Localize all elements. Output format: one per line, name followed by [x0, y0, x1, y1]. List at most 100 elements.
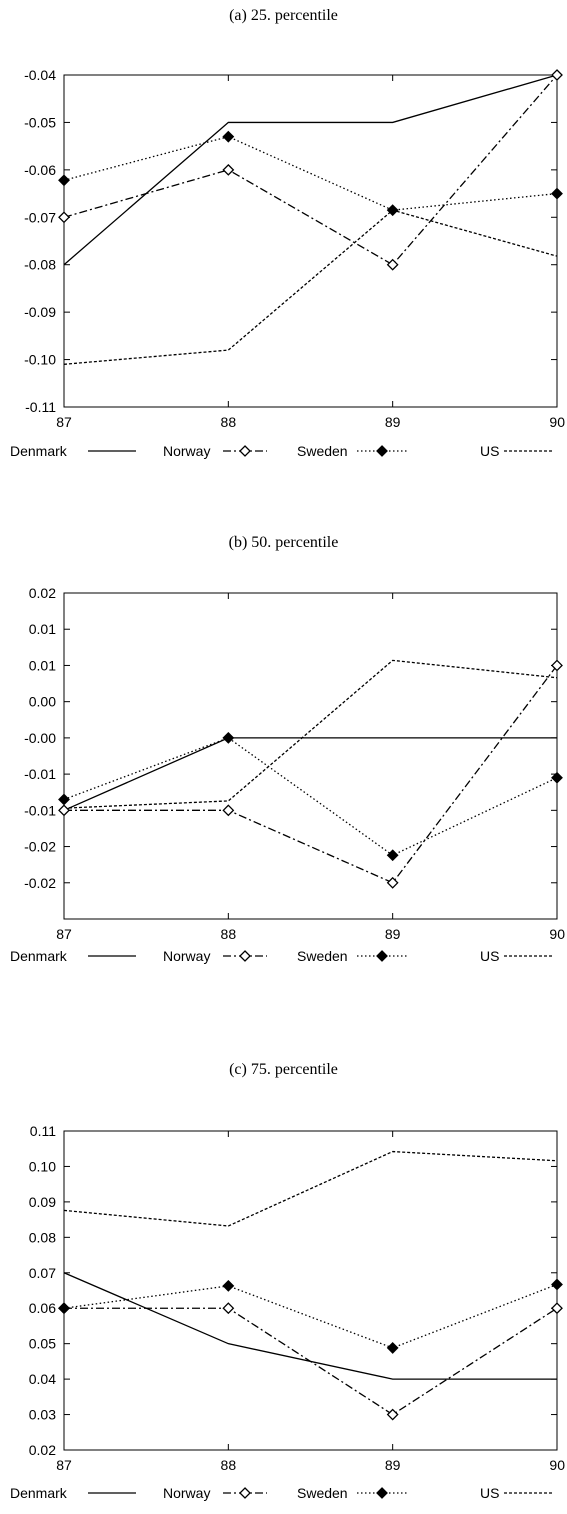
series-line-norway — [64, 665, 558, 884]
legend-label-us: US — [480, 948, 499, 964]
y-tick-label: 0.04 — [29, 1371, 56, 1387]
point-sweden — [222, 130, 235, 143]
y-tick-label: -0.05 — [24, 114, 56, 130]
legend-label-denmark: Denmark — [10, 1485, 68, 1501]
y-tick-label: 0.11 — [30, 1123, 56, 1139]
legend-marker-sweden — [376, 950, 388, 962]
point-sweden — [58, 1302, 70, 1315]
x-tick-label: 89 — [385, 1457, 401, 1473]
point-sweden — [222, 1279, 235, 1292]
x-tick-label: 90 — [549, 926, 565, 942]
x-tick-label: 90 — [549, 414, 565, 430]
y-tick-label: 0.02 — [29, 1442, 56, 1458]
point-sweden — [222, 731, 235, 744]
series-line-denmark — [63, 737, 557, 811]
y-tick-label: 0.03 — [29, 1407, 56, 1423]
point-norway — [386, 876, 399, 889]
series-line-us — [63, 209, 558, 365]
series-line-sweden — [63, 737, 558, 856]
series-line-sweden — [63, 135, 558, 211]
point-norway — [222, 1302, 235, 1315]
point-norway — [58, 804, 70, 817]
legend-label-norway: Norway — [163, 443, 210, 459]
point-sweden — [551, 187, 563, 200]
point-sweden — [386, 204, 399, 217]
chart-title-c: (c) 75. percentile — [229, 1061, 338, 1078]
legend-marker-norway — [239, 950, 251, 962]
point-norway — [222, 163, 235, 176]
series-line-norway — [63, 74, 558, 266]
legend-label-us: US — [480, 1485, 499, 1501]
y-tick-label: 0.09 — [29, 1194, 56, 1210]
legend-label-sweden: Sweden — [297, 1485, 348, 1501]
point-sweden — [58, 793, 70, 806]
point-sweden — [551, 771, 563, 784]
point-sweden — [58, 174, 70, 187]
y-tick-label: -0.08 — [24, 257, 56, 273]
x-tick-label: 90 — [549, 1457, 565, 1473]
point-sweden — [386, 1342, 399, 1354]
point-norway — [551, 659, 563, 672]
point-norway — [551, 1302, 563, 1315]
y-tick-label: -0.10 — [24, 352, 56, 368]
series-line-denmark — [63, 1272, 557, 1380]
y-tick-label: 0.00 — [29, 694, 56, 710]
x-tick-label: 87 — [56, 414, 72, 430]
legend-label-denmark: Denmark — [10, 948, 68, 964]
x-tick-label: 89 — [385, 414, 401, 430]
y-tick-label: 0.10 — [29, 1158, 56, 1174]
y-tick-label: -0.11 — [25, 399, 56, 415]
y-tick-label: 0.02 — [29, 585, 56, 601]
y-tick-label: -0.07 — [24, 209, 56, 225]
y-tick-label: -0.01 — [24, 766, 56, 782]
point-sweden — [551, 1278, 563, 1291]
plot-frame — [63, 74, 558, 408]
plot-frame — [63, 1130, 558, 1451]
y-tick-label: -0.02 — [24, 839, 56, 855]
legend-marker-sweden — [376, 445, 388, 457]
point-norway — [386, 1408, 399, 1421]
series-line-norway — [64, 1307, 558, 1416]
x-tick-label: 88 — [221, 414, 237, 430]
x-tick-label: 89 — [385, 926, 401, 942]
y-tick-label: -0.00 — [24, 730, 56, 746]
line-chart-a: -0.04 -0.05 -0.06 -0.07 -0.08 -0.09 -0.10 -0.11… — [10, 67, 565, 459]
legend-label-norway: Norway — [163, 1485, 210, 1501]
chart-title-b: (b) 50. percentile — [228, 534, 339, 551]
y-tick-label: 0.06 — [29, 1300, 56, 1316]
x-tick-label: 88 — [221, 1457, 237, 1473]
series-line-sweden — [63, 1283, 558, 1349]
y-tick-label: -0.02 — [24, 875, 56, 891]
y-tick-label: 0.01 — [29, 657, 56, 673]
legend-label-denmark: Denmark — [10, 443, 68, 459]
y-tick-label: -0.09 — [24, 304, 56, 320]
point-norway — [551, 69, 563, 81]
legend-marker-norway — [239, 445, 251, 457]
y-tick-label: -0.06 — [24, 162, 56, 178]
point-sweden — [386, 849, 399, 862]
y-tick-label: 0.05 — [29, 1336, 56, 1352]
x-tick-label: 88 — [221, 926, 237, 942]
point-norway — [222, 804, 235, 817]
chart-title-a: (a) 25. percentile — [229, 7, 338, 24]
y-tick-label: 0.08 — [29, 1229, 56, 1245]
y-tick-label: 0.07 — [29, 1265, 56, 1281]
legend-label-sweden: Sweden — [297, 443, 348, 459]
series-line-us — [63, 659, 558, 809]
legend-marker-sweden — [376, 1487, 388, 1499]
plot-frame — [63, 592, 558, 920]
series-line-us — [63, 1150, 558, 1227]
y-tick-label: -0.04 — [24, 67, 56, 83]
x-tick-label: 87 — [56, 1457, 72, 1473]
point-norway — [58, 211, 70, 224]
y-tick-label: 0.01 — [29, 621, 56, 637]
y-tick-label: -0.01 — [24, 802, 56, 818]
legend-marker-norway — [239, 1487, 251, 1499]
point-norway — [386, 258, 399, 271]
legend-label-norway: Norway — [163, 948, 210, 964]
legend-label-us: US — [480, 443, 499, 459]
x-tick-label: 87 — [56, 926, 72, 942]
line-chart-b: 0.02 0.01 0.01 0.00 -0.00 -0.01 -0.01 -0.02 -0.0… — [10, 585, 565, 964]
legend-label-sweden: Sweden — [297, 948, 348, 964]
